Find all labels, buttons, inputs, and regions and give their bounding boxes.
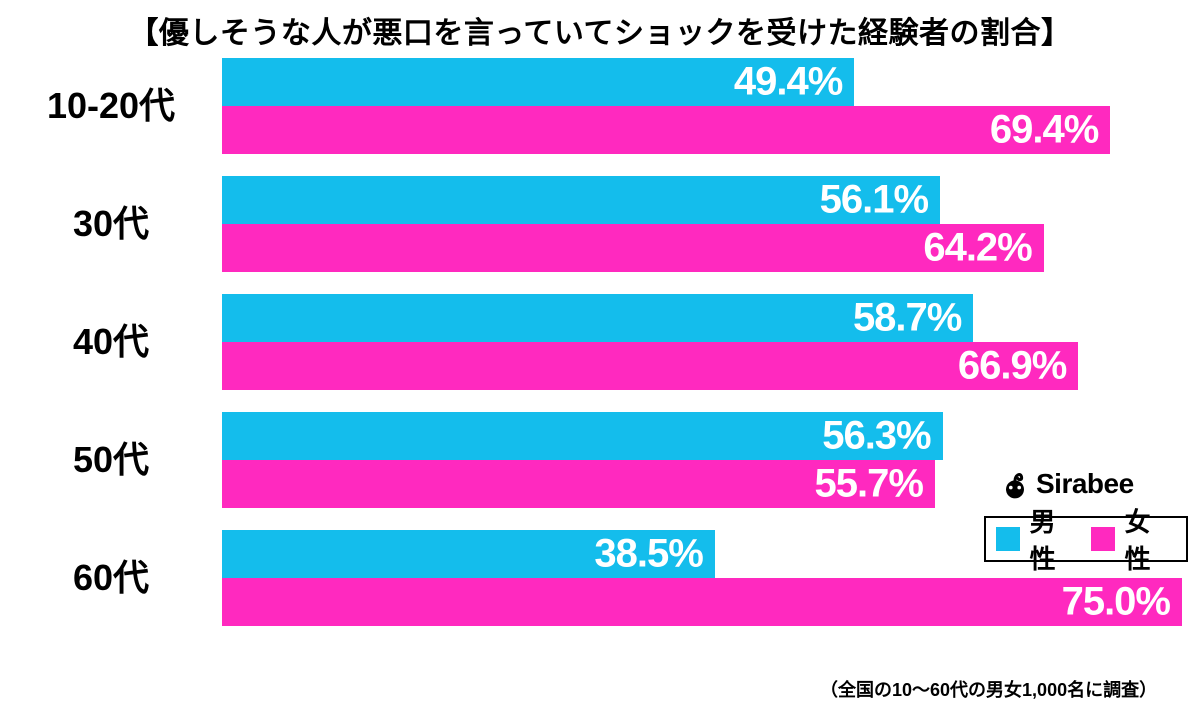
bar-value-label: 38.5% — [594, 532, 702, 577]
bar: 75.0% — [222, 578, 1182, 626]
bar: 56.1% — [222, 176, 940, 224]
legend-label: 女性 — [1125, 502, 1176, 576]
brand-logo: Sirabee — [1000, 468, 1134, 500]
category-label: 10-20代 — [0, 88, 222, 124]
group-gap — [0, 154, 1200, 176]
bar-value-label: 56.3% — [822, 414, 930, 459]
bar-value-label: 69.4% — [990, 108, 1098, 153]
category-label: 30代 — [0, 206, 222, 242]
bar: 49.4% — [222, 58, 854, 106]
footnote: （全国の10〜60代の男女1,000名に調査） — [820, 676, 1157, 702]
bar: 55.7% — [222, 460, 935, 508]
brand-name: Sirabee — [1036, 468, 1134, 500]
group-gap — [0, 272, 1200, 294]
chart-title: 【優しそうな人が悪口を言っていてショックを受けた経験者の割合】 — [0, 0, 1200, 58]
legend: 男性女性 — [984, 516, 1188, 562]
bar: 38.5% — [222, 530, 715, 578]
bar-group: 40代58.7%66.9% — [0, 294, 1200, 390]
sirabee-icon — [1000, 469, 1030, 499]
bar-value-label: 75.0% — [1062, 580, 1170, 625]
category-label: 60代 — [0, 560, 222, 596]
legend-swatch — [1091, 527, 1115, 551]
bar-group: 10-20代 49.4% 69.4% — [0, 58, 1200, 154]
bar-pair: 56.1%64.2% — [222, 176, 1200, 272]
bar: 56.3% — [222, 412, 943, 460]
bar-group: 30代56.1%64.2% — [0, 176, 1200, 272]
bar-value-label: 58.7% — [853, 296, 961, 341]
bar-pair: 58.7%66.9% — [222, 294, 1200, 390]
bar-pair: 49.4% 69.4% — [222, 58, 1200, 154]
bar-value-label: 49.4% — [734, 60, 842, 105]
bar-value-label: 64.2% — [923, 226, 1031, 271]
bar-value-label: 66.9% — [958, 344, 1066, 389]
bar-value-label: 55.7% — [815, 462, 923, 507]
bar: 66.9% — [222, 342, 1078, 390]
category-label: 50代 — [0, 442, 222, 478]
bar: 69.4% — [222, 106, 1110, 154]
bar: 64.2% — [222, 224, 1044, 272]
bar: 58.7% — [222, 294, 973, 342]
legend-swatch — [996, 527, 1020, 551]
category-label: 40代 — [0, 324, 222, 360]
bar-value-label: 56.1% — [820, 178, 928, 223]
group-gap — [0, 390, 1200, 412]
legend-label: 男性 — [1030, 502, 1081, 576]
